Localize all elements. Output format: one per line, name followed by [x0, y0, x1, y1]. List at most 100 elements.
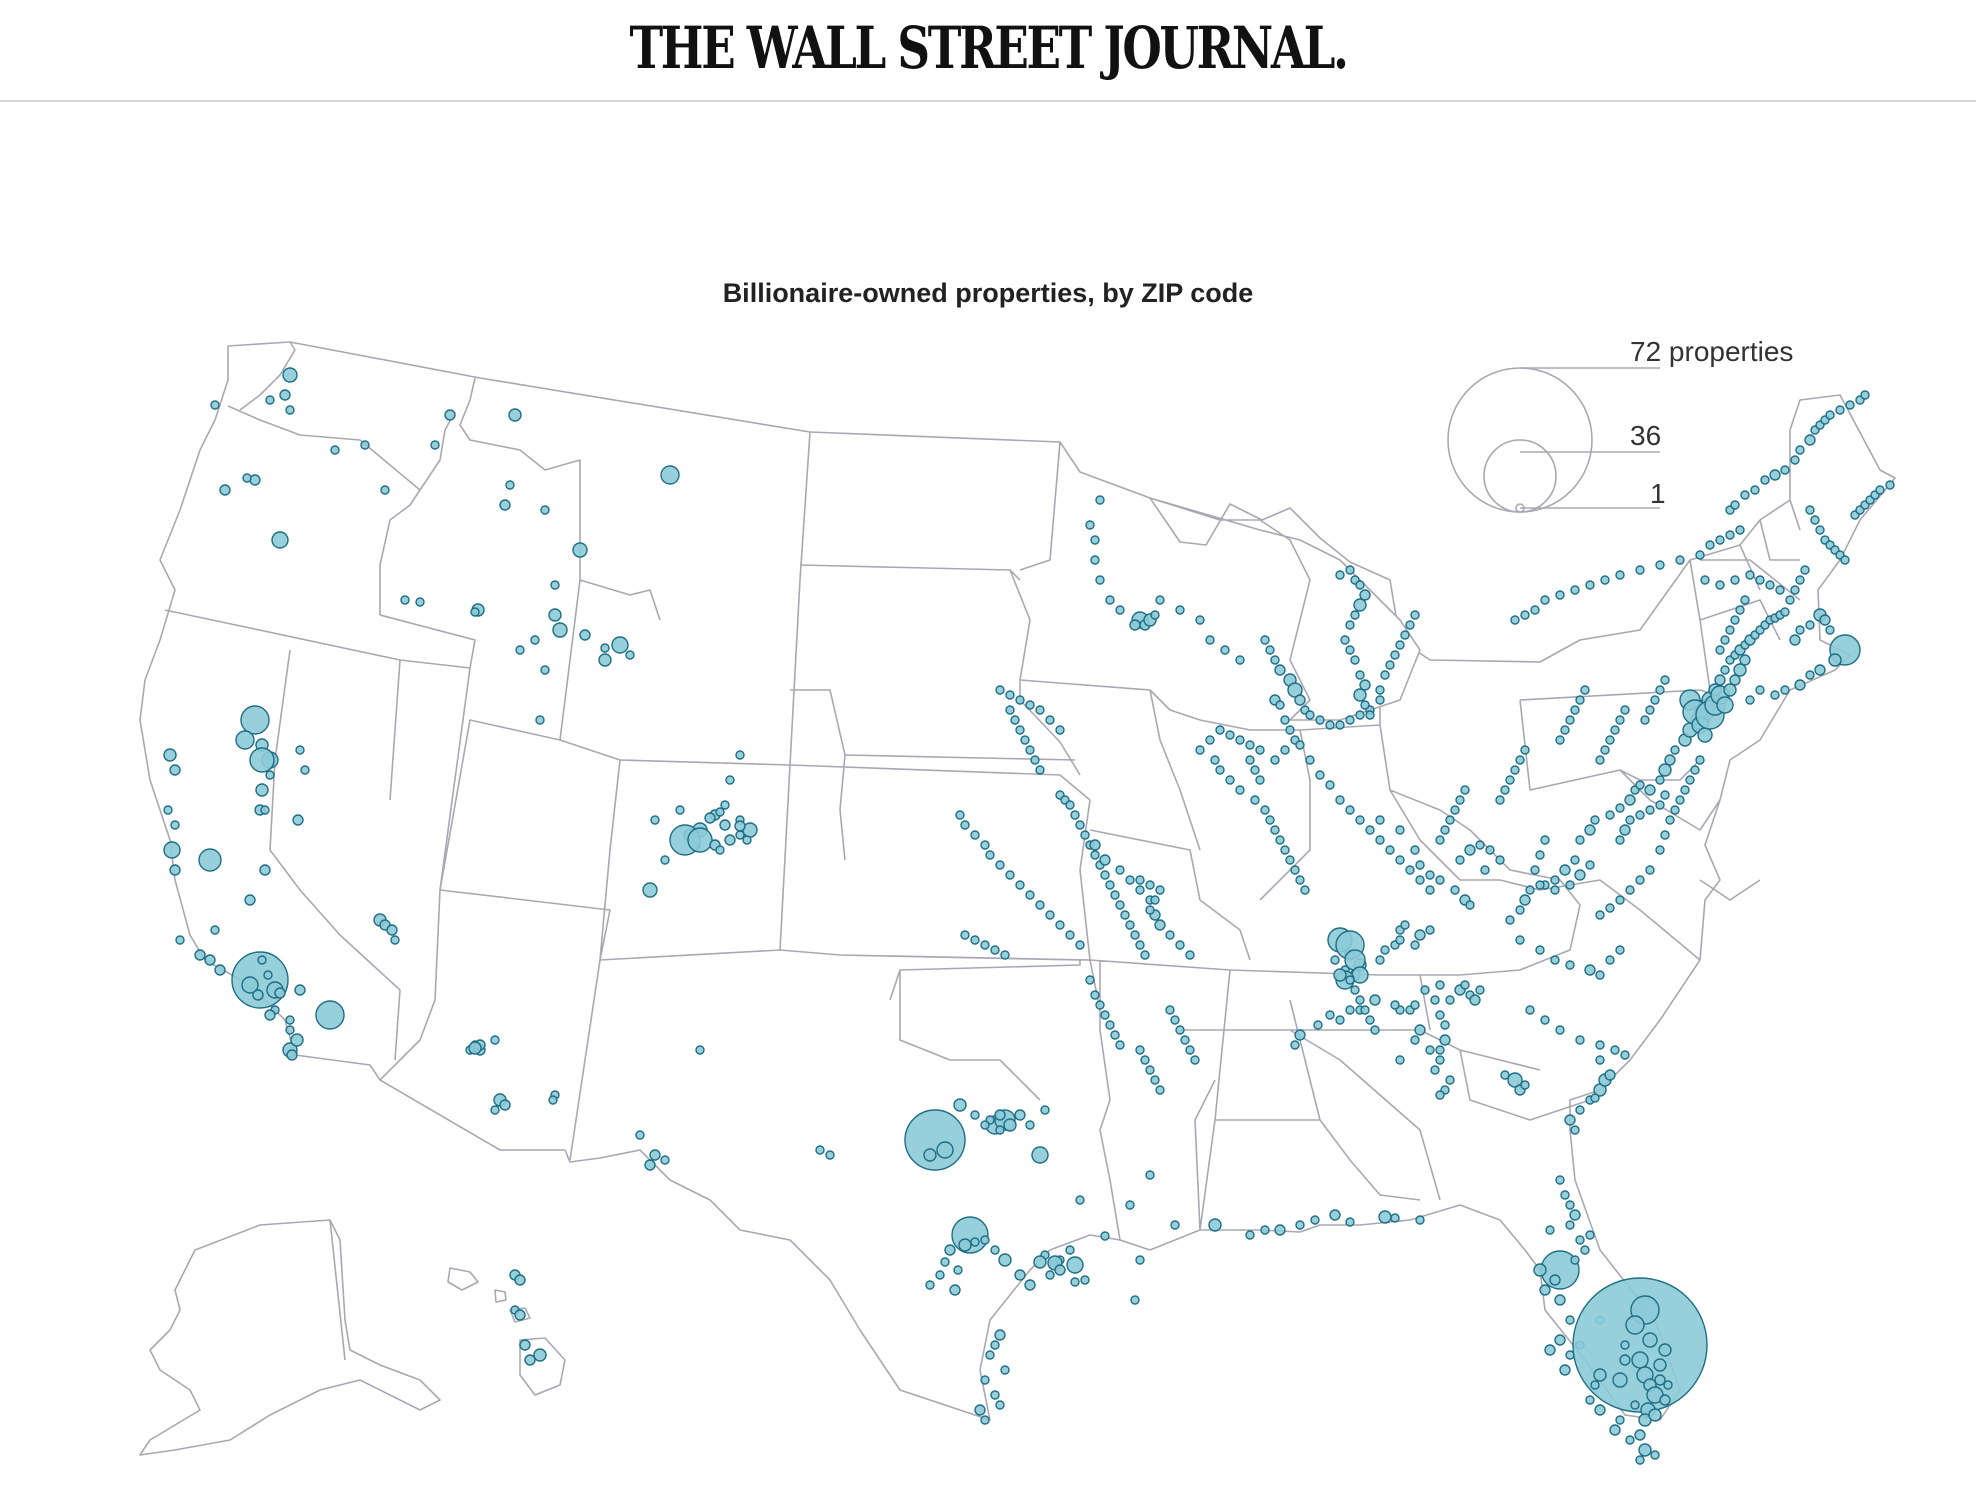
property-bubble	[1170, 1220, 1180, 1230]
property-bubble	[1739, 654, 1751, 666]
property-bubble	[1755, 685, 1765, 695]
property-bubble	[660, 465, 680, 485]
property-bubble	[1045, 715, 1055, 725]
property-bubble	[1130, 930, 1140, 940]
property-bubble	[1054, 1264, 1066, 1276]
property-bubble	[1535, 880, 1545, 890]
property-bubble	[1638, 1443, 1652, 1457]
property-bubble	[1135, 1045, 1145, 1055]
property-bubble	[1685, 775, 1695, 785]
property-bubble	[1290, 1040, 1300, 1050]
property-bubble	[1665, 815, 1675, 825]
property-bubble	[1615, 715, 1625, 725]
property-bubble	[998, 1253, 1012, 1267]
property-bubble	[444, 409, 456, 421]
property-bubble	[300, 765, 310, 775]
property-bubble	[1575, 695, 1585, 705]
property-bubble	[1593, 1368, 1607, 1382]
property-bubble	[1025, 745, 1035, 755]
property-bubble	[1550, 955, 1560, 965]
property-bubble	[1804, 434, 1816, 446]
property-bubble	[490, 1035, 500, 1045]
property-bubble	[1355, 995, 1365, 1005]
property-bubble	[1310, 1215, 1320, 1225]
property-bubble	[1695, 755, 1705, 765]
property-bubble	[1390, 1000, 1400, 1010]
property-bubble	[925, 1280, 935, 1290]
property-bubble	[470, 607, 480, 617]
property-bubble	[1840, 555, 1850, 565]
property-bubble	[1595, 910, 1605, 920]
property-bubble	[1365, 1015, 1375, 1025]
property-bubble	[1395, 640, 1405, 650]
property-bubble	[1885, 480, 1895, 490]
property-bubble	[1810, 515, 1820, 525]
property-bubble	[1540, 1015, 1550, 1025]
property-bubble	[1554, 1294, 1566, 1306]
property-bubble	[1480, 865, 1490, 875]
property-bubble	[1135, 940, 1145, 950]
property-bubble	[540, 665, 550, 675]
property-bubble	[1875, 485, 1885, 495]
property-bubble	[1659, 1394, 1671, 1406]
property-bubble	[1625, 815, 1635, 825]
property-bubble	[940, 1257, 950, 1267]
property-bubble	[1175, 605, 1185, 615]
property-bubble	[1769, 469, 1781, 481]
alaska-border	[329, 1219, 346, 1361]
property-bubble	[1745, 570, 1755, 580]
property-bubble	[650, 815, 660, 825]
property-bubble	[1255, 745, 1265, 755]
property-bubble	[1378, 1210, 1392, 1224]
property-bubble	[1740, 490, 1750, 500]
property-bubble	[1650, 1450, 1660, 1460]
property-bubble	[282, 367, 298, 383]
property-bubble	[1150, 895, 1160, 905]
property-bubble	[1569, 1209, 1581, 1221]
property-bubble	[1360, 700, 1370, 710]
property-bubble	[1565, 1315, 1575, 1325]
property-bubble	[1560, 1190, 1570, 1200]
property-bubble	[1530, 865, 1540, 875]
property-bubble	[1725, 530, 1735, 540]
property-bubble	[1654, 1374, 1666, 1386]
property-bubble	[1075, 940, 1085, 950]
property-bubble	[1794, 679, 1806, 691]
property-bubble	[1475, 985, 1485, 995]
property-bubble	[725, 775, 735, 785]
property-bubble	[519, 1339, 531, 1351]
property-bubble	[244, 894, 256, 906]
property-bubble	[1435, 875, 1445, 885]
property-bubble	[1624, 794, 1636, 806]
property-bubble	[1090, 535, 1100, 545]
property-bubble	[980, 1120, 990, 1130]
property-bubble	[1780, 465, 1790, 475]
property-bubble	[1540, 835, 1550, 845]
property-bubble	[1604, 1069, 1616, 1081]
property-bubble	[390, 935, 400, 945]
property-bubble	[1125, 1200, 1135, 1210]
property-bubble	[1634, 1429, 1646, 1441]
property-bubble	[1675, 555, 1685, 565]
property-bubble	[1245, 740, 1255, 750]
property-bubble	[1585, 860, 1595, 870]
property-bubble	[1795, 575, 1805, 585]
property-bubble	[1375, 815, 1385, 825]
property-bubble	[960, 930, 970, 940]
property-bubble	[1105, 1020, 1115, 1030]
property-bubble	[240, 705, 270, 735]
property-bubble	[660, 1155, 670, 1165]
property-bubble	[1155, 885, 1165, 895]
property-bubble	[169, 864, 181, 876]
property-bubble	[1415, 860, 1425, 870]
property-bubble	[1610, 725, 1620, 735]
property-bubble	[265, 770, 275, 780]
property-bubble	[1270, 825, 1280, 835]
property-bubble	[1697, 727, 1713, 743]
property-bubble	[315, 1000, 345, 1030]
property-bubble	[1655, 845, 1665, 855]
masthead-logo[interactable]: THE WALL STREET JOURNAL.	[629, 14, 1348, 82]
property-bubble	[1800, 565, 1810, 575]
property-bubble	[1664, 754, 1676, 766]
property-bubble	[1729, 674, 1741, 686]
